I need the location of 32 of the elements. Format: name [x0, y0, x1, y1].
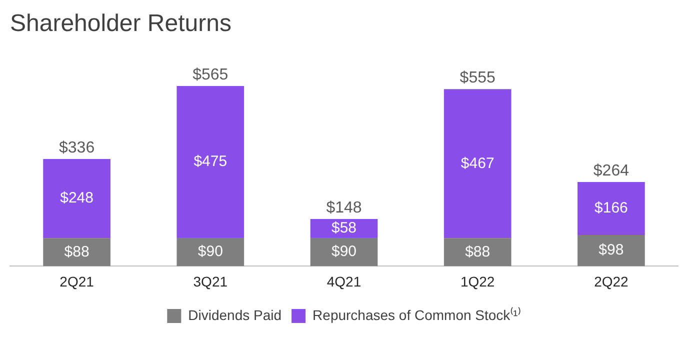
data-label: $467	[460, 154, 494, 172]
total-label: $336	[59, 139, 95, 156]
total-label: $555	[460, 70, 496, 87]
bar	[578, 234, 645, 266]
legend-label: Repurchases of Common Stock⁽¹⁾	[312, 306, 521, 323]
legend-label: Dividends Paid	[188, 306, 282, 323]
bar	[310, 237, 378, 266]
x-tick-label: 2Q21	[60, 273, 94, 290]
data-label: $58	[331, 219, 357, 236]
data-label: $88	[465, 243, 490, 260]
bar	[176, 237, 244, 266]
total-label: $264	[593, 162, 630, 180]
bar	[444, 89, 512, 238]
data-label: $88	[64, 243, 90, 260]
data-label: $90	[331, 242, 357, 260]
data-label: $166	[594, 200, 628, 217]
data-label: $475	[194, 152, 228, 170]
bar	[578, 182, 645, 235]
bar	[43, 159, 110, 238]
total-label: $565	[192, 66, 228, 84]
bar	[176, 86, 244, 238]
chart-title: Shareholder Returns	[10, 10, 232, 38]
bar	[43, 238, 110, 266]
x-tick-label: 2Q22	[594, 273, 629, 290]
data-label: $98	[598, 242, 624, 259]
data-label: $248	[60, 190, 94, 207]
x-tick-label: 1Q22	[460, 273, 495, 290]
total-label: $148	[326, 199, 362, 216]
bar	[444, 238, 512, 266]
data-label: $90	[198, 242, 223, 260]
x-tick-label: 3Q21	[193, 273, 228, 290]
x-tick-label: 4Q21	[326, 273, 362, 290]
